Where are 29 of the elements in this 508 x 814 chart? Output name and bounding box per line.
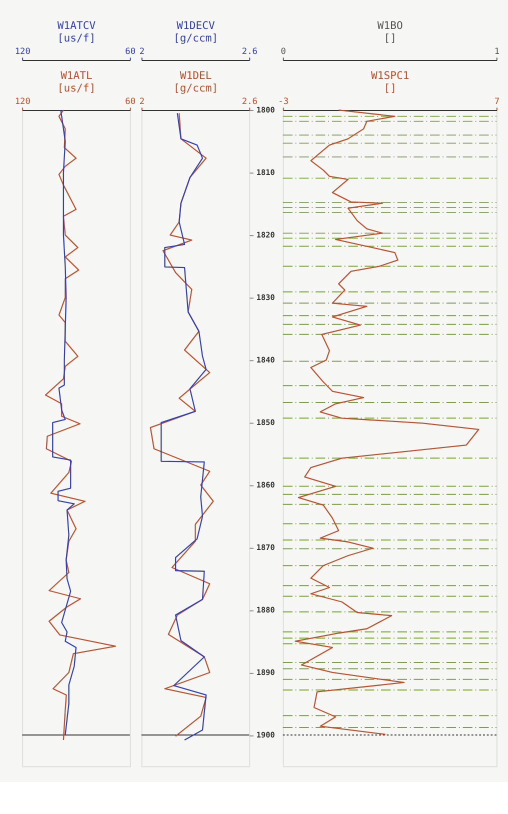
x-axis-title: W1DEL [g/ccm] <box>173 70 218 94</box>
x-axis-title: W1ATL [us/f] <box>57 70 96 94</box>
x2-tick-label: 60 <box>125 46 136 57</box>
x-tick-label: 120 <box>14 96 30 107</box>
x-tick-label: 7 <box>494 96 500 107</box>
x-axis-title: W1SPC1 [] <box>371 70 410 94</box>
y-tick-label: 1870 <box>256 542 276 552</box>
x-tick-label: 2.6 <box>242 96 258 107</box>
x2-axis-title: W1BO [] <box>377 20 403 44</box>
y-tick-label: 1840 <box>256 355 276 364</box>
y-tick-label: 1800 <box>256 105 276 114</box>
x2-tick-label: 0 <box>280 46 286 57</box>
x2-axis-title: W1ATCV [us/f] <box>57 20 96 44</box>
x2-tick-label: 2.6 <box>242 46 258 57</box>
y-tick-label: 1860 <box>256 480 276 490</box>
y-tick-label: 1820 <box>256 230 276 240</box>
x2-tick-label: 2 <box>139 46 145 57</box>
x2-axis-title: W1DECV [g/ccm] <box>173 20 218 44</box>
x2-tick-label: 120 <box>14 46 30 57</box>
y-tick-label: 1890 <box>256 668 276 677</box>
x-tick-label: 60 <box>125 96 136 107</box>
y-tick-label: 1810 <box>256 168 276 177</box>
x2-tick-label: 1 <box>494 46 500 57</box>
y-tick-label: 1850 <box>256 418 276 427</box>
y-tick-label: 1880 <box>256 605 276 614</box>
y-tick-label: 1830 <box>256 292 276 302</box>
x-tick-label: -3 <box>278 96 289 107</box>
y-tick-label: 1900 <box>256 730 276 740</box>
x-tick-label: 2 <box>139 96 145 107</box>
